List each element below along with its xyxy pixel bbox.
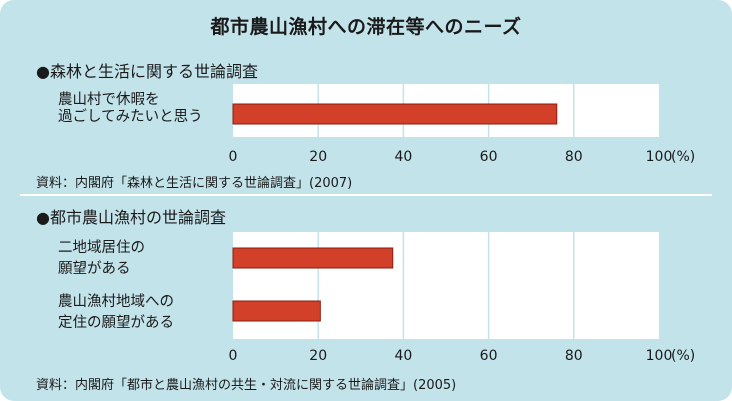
x-tick-label-1-0: 0 [229,348,238,364]
category-label-1-1-1: 定住の願望がある [58,314,174,331]
x-tick-label-1-100: 100 [646,348,673,364]
x-tick-label-0-60: 60 [480,149,498,165]
category-label-0-0-0: 農山村で休暇を [58,91,160,108]
x-tick-label-1-40: 40 [394,348,412,364]
x-tick-label-1-20: 20 [309,348,327,364]
category-label-1-0-0: 二地域居住の [58,239,145,256]
x-tick-label-1-60: 60 [480,348,498,364]
x-tick-label-0-100: 100 [646,149,673,165]
source-note-forest-survey: 資料：内閣府「森林と生活に関する世論調査」(2007) [36,176,353,191]
bar-1-1 [232,300,321,322]
bar-1-0 [232,247,394,269]
source-note-rural-survey: 資料：内閣府「都市と農山漁村の共生・対流に関する世論調査」(2005) [36,378,457,393]
x-tick-label-0-0: 0 [229,149,238,165]
category-label-1-1-0: 農山漁村地域への [58,293,174,310]
x-tick-label-0-20: 20 [309,149,327,165]
page-title: 都市農山漁村への滞在等へのニーズ [210,16,522,38]
section-divider [20,194,712,196]
x-tick-label-0-40: 40 [394,149,412,165]
x-tick-label-0-80: 80 [565,149,583,165]
category-label-0-0-1: 過ごしてみたいと思う [58,108,203,125]
section-title-forest-survey: ●森林と生活に関する世論調査 [36,62,258,81]
x-unit-label-0: (%) [671,149,695,165]
category-label-1-0-1: 願望がある [58,260,131,277]
x-tick-label-1-80: 80 [565,348,583,364]
section-title-rural-survey: ●都市農山漁村の世論調査 [36,208,226,227]
bar-0-0 [232,103,558,125]
x-unit-label-1: (%) [671,348,695,364]
